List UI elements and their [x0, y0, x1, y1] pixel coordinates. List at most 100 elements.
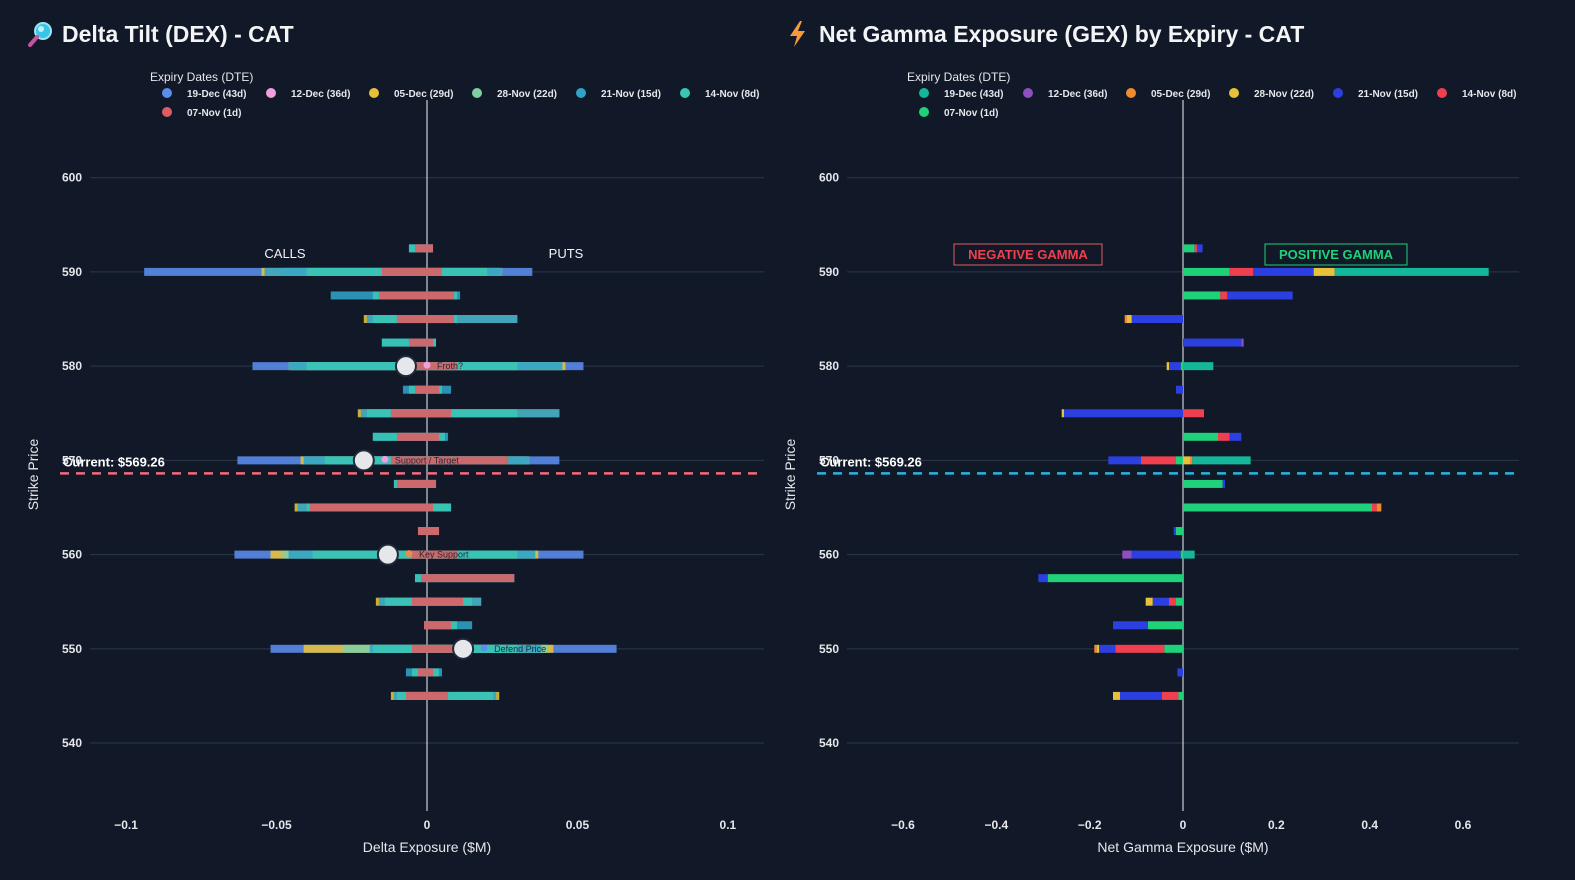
bar-28-nov — [1145, 597, 1153, 606]
bar-07-nov — [396, 479, 437, 488]
bar-05-dec — [1094, 644, 1097, 653]
x-axis-label: Delta Exposure ($M) — [363, 839, 491, 855]
legend-marker — [266, 88, 276, 98]
legend-entry: 28-Nov (22d) — [1254, 89, 1314, 100]
bar-07-nov — [411, 644, 458, 653]
y-tick-label: 570 — [62, 453, 82, 467]
bar-21-nov — [1131, 315, 1183, 324]
bar-21-nov — [1197, 244, 1203, 253]
bar-05-dec — [1190, 456, 1193, 465]
bar-21-nov — [1113, 621, 1148, 630]
bar-21-nov — [1177, 668, 1183, 677]
bar-21-nov — [1183, 338, 1242, 347]
bar-07-nov — [1176, 456, 1183, 465]
bar-28-nov — [1096, 644, 1099, 653]
legend-marker — [472, 88, 482, 98]
bar-07-nov — [396, 315, 455, 324]
bar-28-nov — [1113, 691, 1120, 700]
legend-title: Expiry Dates (DTE) — [907, 70, 1010, 84]
bar-21-nov — [1227, 291, 1293, 300]
x-tick-label: −0.4 — [984, 818, 1008, 832]
legend-entry: 12-Dec (36d) — [291, 89, 350, 100]
calls-label: CALLS — [264, 246, 306, 261]
legend-entry: 14-Nov (8d) — [705, 89, 759, 100]
bar-21-nov — [1099, 644, 1116, 653]
magnifier-icon — [28, 20, 54, 48]
bar-07-nov — [423, 621, 452, 630]
puts-label: PUTS — [549, 246, 584, 261]
bar-21-nov — [1253, 267, 1314, 276]
bar-05-dec — [1376, 503, 1382, 512]
bar-21-nov — [1222, 479, 1225, 488]
y-tick-label: 550 — [819, 642, 839, 656]
positive-gamma-label: POSITIVE GAMMA — [1279, 247, 1394, 262]
y-tick-label: 560 — [62, 548, 82, 562]
legend-title: Expiry Dates (DTE) — [150, 70, 253, 84]
bar-14-nov — [1115, 644, 1165, 653]
level-marker — [452, 637, 475, 660]
y-tick-label: 600 — [819, 171, 839, 185]
y-tick-label: 560 — [819, 548, 839, 562]
gex-title-text: Net Gamma Exposure (GEX) by Expiry - CAT — [819, 20, 1305, 47]
legend-marker — [919, 107, 929, 117]
bar-07-nov — [420, 574, 515, 583]
x-tick-label: 0.6 — [1455, 818, 1472, 832]
legend-entry: 07-Nov (1d) — [187, 108, 241, 119]
lightning-icon — [785, 20, 811, 48]
level-marker — [394, 355, 417, 378]
legend-marker — [1333, 88, 1343, 98]
bar-21-nov — [1108, 456, 1141, 465]
bar-07-nov — [417, 527, 440, 536]
bar-07-nov — [1176, 527, 1183, 536]
x-tick-label: −0.6 — [891, 818, 915, 832]
bar-14-nov — [381, 338, 437, 347]
y-tick-label: 570 — [819, 453, 839, 467]
bar-07-nov — [411, 597, 464, 606]
legend-marker — [1023, 88, 1033, 98]
bar-07-nov — [1183, 479, 1223, 488]
bar-07-nov — [1164, 644, 1183, 653]
bar-14-nov — [1220, 291, 1228, 300]
bar-21-nov — [1229, 432, 1242, 441]
annotation-label: Froth? — [437, 361, 463, 371]
bar-07-nov — [1183, 291, 1221, 300]
bar-07-nov — [1176, 597, 1183, 606]
bar-07-nov — [390, 409, 452, 418]
bar-28-nov — [1127, 315, 1132, 324]
x-tick-label: 0 — [424, 818, 431, 832]
legend-entry: 21-Nov (15d) — [1358, 89, 1418, 100]
legend-entry: 05-Dec (29d) — [1151, 89, 1210, 100]
bar-05-dec — [1124, 315, 1127, 324]
legend-entry: 07-Nov (1d) — [944, 108, 998, 119]
bar-07-nov — [417, 668, 434, 677]
y-axis-label: Strike Price — [25, 439, 41, 511]
x-tick-label: 0.2 — [1268, 818, 1285, 832]
bar-14-nov — [1218, 432, 1230, 441]
bar-07-nov — [414, 244, 434, 253]
bar-14-nov — [1183, 409, 1204, 418]
bar-07-nov — [1148, 621, 1183, 630]
bar-19-dec — [1183, 550, 1195, 559]
y-tick-label: 590 — [819, 265, 839, 279]
legend-marker — [680, 88, 690, 98]
bar-28-nov — [1166, 362, 1169, 371]
bar-14-nov — [1169, 597, 1176, 606]
legend-marker — [1126, 88, 1136, 98]
bar-21-nov — [1152, 597, 1169, 606]
dex-title: Delta Tilt (DEX) - CAT — [28, 20, 294, 48]
bar-07-nov — [1047, 574, 1183, 583]
gex-title: Net Gamma Exposure (GEX) by Expiry - CAT — [785, 20, 1304, 48]
negative-gamma-label: NEGATIVE GAMMA — [968, 247, 1088, 262]
bar-12-dec — [1122, 550, 1132, 559]
dex-panel: Delta Tilt (DEX) - CAT Expiry Dates (DTE… — [0, 0, 787, 880]
gex-panel: Net Gamma Exposure (GEX) by Expiry - CAT… — [757, 0, 1575, 880]
dex-chart: Expiry Dates (DTE) 19-Dec (43d) 12-Dec (36… — [25, 70, 764, 855]
legend-marker — [162, 88, 172, 98]
bar-21-nov — [1064, 409, 1183, 418]
bar-21-nov — [1173, 527, 1176, 536]
bar-07-nov — [378, 291, 455, 300]
y-tick-label: 580 — [62, 359, 82, 373]
annotation-label: Key Support — [419, 550, 469, 560]
legend-entry: 21-Nov (15d) — [601, 89, 661, 100]
x-axis-label: Net Gamma Exposure ($M) — [1097, 839, 1268, 855]
